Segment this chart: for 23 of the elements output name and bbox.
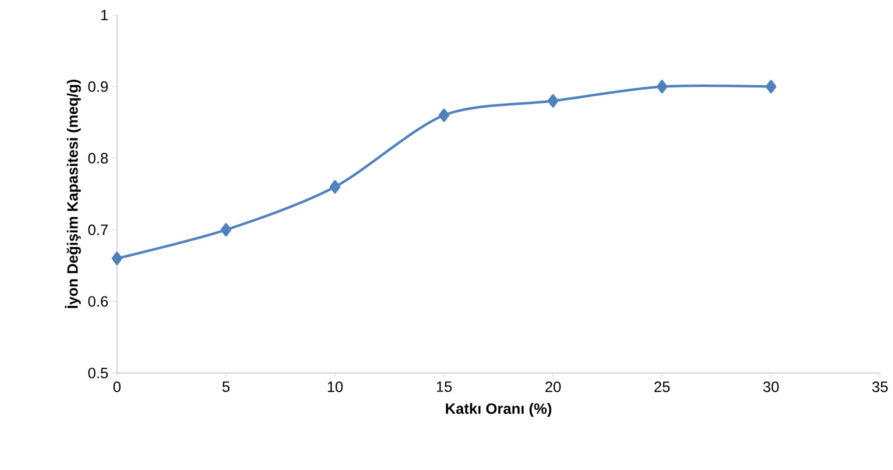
y-tick-label: 0.8 [88,152,108,164]
x-tick-label: 0 [113,382,121,392]
point [656,80,668,94]
point [548,94,558,108]
x-tick-label: 5 [222,382,230,392]
x-tick-label: 15 [436,382,452,392]
y-tick-label: 1 [101,10,108,20]
point [438,108,450,122]
x-tick-label: 10 [328,382,343,392]
y-tick-label: 0.9 [88,81,108,92]
x-tick-label: 30 [763,382,779,392]
point [330,180,340,194]
y-tick-label: 0.7 [88,224,108,236]
x-tick-label: 20 [545,382,561,392]
x-tick-label: 25 [654,382,670,392]
point [112,252,122,266]
y-axis-title: İyon Değişim Kapasitesi (meq/g) [64,80,81,308]
point [220,223,232,237]
point [766,80,776,94]
y-tick-label: 0.5 [88,368,108,378]
x-tick-label: 35 [872,382,888,392]
x-axis-title: Katkı Oranı (%) [446,402,552,417]
y-tick-label: 0.6 [88,296,108,307]
